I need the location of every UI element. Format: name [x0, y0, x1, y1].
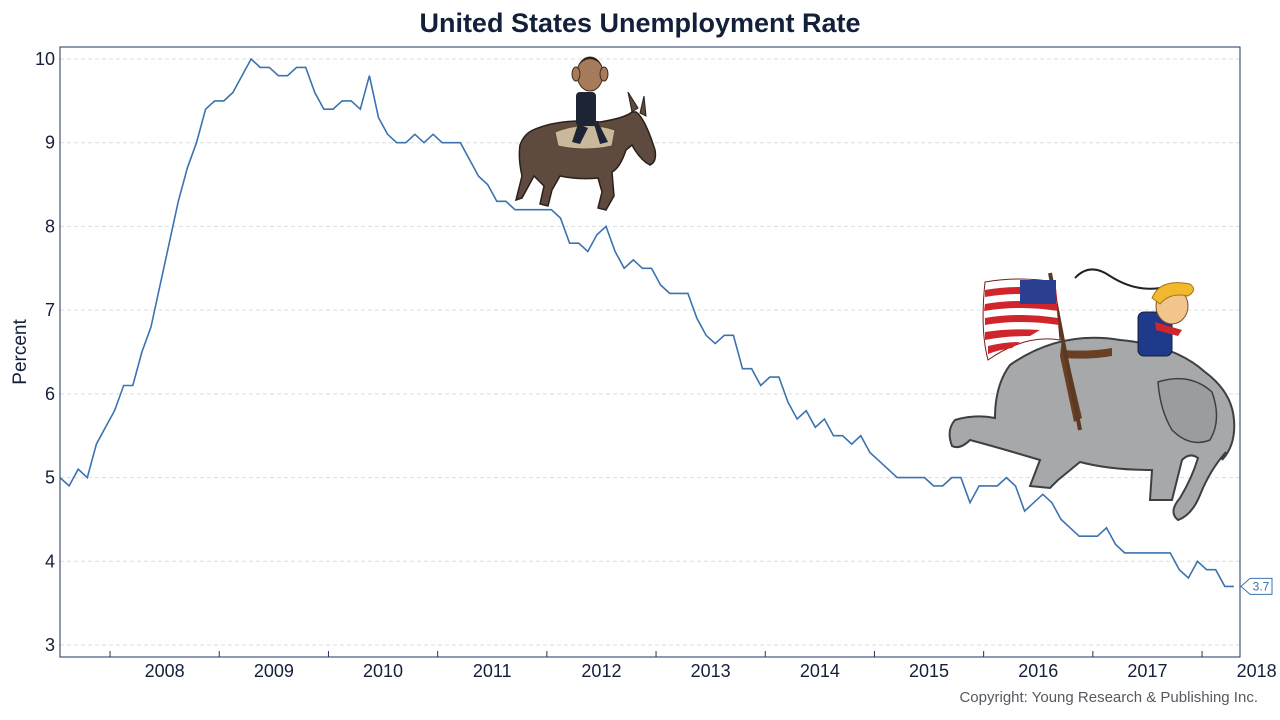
x-tick-label: 2008	[145, 661, 185, 681]
x-axis: 2008 2009 2010 2011 2012 2013 2014 2015 2016 2017…	[109, 651, 1277, 681]
y-tick-label: 7	[45, 300, 55, 320]
y-axis: 3 4 5 6 7 8 9 10	[35, 49, 55, 655]
y-axis-label: Percent	[10, 319, 31, 385]
chart-title: United States Unemployment Rate	[419, 8, 861, 38]
copyright-notice: Copyright: Young Research & Publishing I…	[959, 689, 1258, 706]
y-tick-label: 6	[45, 384, 55, 404]
last-value-label: 3.7	[1253, 579, 1270, 593]
x-tick-label: 2014	[800, 661, 840, 681]
x-tick-label: 2009	[254, 661, 294, 681]
grid-lines	[60, 58, 1240, 646]
y-tick-label: 5	[45, 468, 55, 488]
x-tick-label: 2010	[363, 661, 403, 681]
x-tick-label: 2015	[909, 661, 949, 681]
y-tick-label: 3	[45, 635, 55, 655]
x-tick-label: 2011	[473, 661, 512, 681]
y-tick-label: 10	[35, 49, 55, 69]
x-tick-label: 2018	[1237, 661, 1277, 681]
x-tick-label: 2013	[691, 661, 731, 681]
donkey-rider-illustration	[514, 56, 657, 211]
x-tick-label: 2012	[581, 661, 621, 681]
x-tick-label: 2017	[1127, 661, 1167, 681]
series-line	[59, 57, 1234, 588]
y-tick-label: 4	[45, 551, 55, 571]
american-flag	[982, 278, 1061, 361]
last-value-callout: 3.7	[1240, 577, 1273, 595]
plot-frame	[59, 46, 1241, 658]
x-tick-label: 2016	[1018, 661, 1058, 681]
elephant-rider-illustration	[948, 268, 1236, 522]
y-tick-label: 8	[45, 216, 55, 236]
y-tick-label: 9	[45, 133, 55, 153]
